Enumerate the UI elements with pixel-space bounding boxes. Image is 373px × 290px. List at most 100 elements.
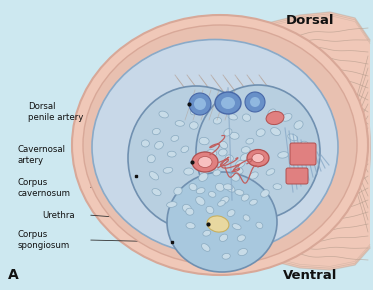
Ellipse shape — [294, 121, 303, 129]
Ellipse shape — [282, 113, 292, 121]
Ellipse shape — [243, 215, 250, 221]
Ellipse shape — [223, 184, 233, 190]
Ellipse shape — [163, 167, 173, 173]
Ellipse shape — [300, 141, 308, 148]
Ellipse shape — [271, 128, 280, 135]
Ellipse shape — [219, 149, 227, 156]
Ellipse shape — [228, 114, 237, 120]
Ellipse shape — [261, 190, 269, 197]
Text: Dorsal: Dorsal — [286, 14, 334, 27]
Ellipse shape — [256, 129, 265, 136]
Ellipse shape — [83, 25, 357, 265]
Ellipse shape — [266, 111, 284, 125]
Ellipse shape — [186, 223, 195, 229]
Ellipse shape — [241, 154, 248, 161]
Ellipse shape — [191, 106, 200, 115]
Ellipse shape — [196, 197, 205, 205]
Ellipse shape — [310, 38, 370, 258]
FancyBboxPatch shape — [286, 168, 308, 184]
Ellipse shape — [266, 169, 275, 175]
Ellipse shape — [252, 153, 264, 162]
Ellipse shape — [241, 147, 250, 153]
Ellipse shape — [207, 150, 217, 156]
Ellipse shape — [250, 172, 258, 179]
Ellipse shape — [242, 114, 251, 121]
Ellipse shape — [224, 128, 232, 136]
Text: A: A — [8, 268, 19, 282]
Ellipse shape — [128, 86, 264, 230]
Circle shape — [245, 92, 265, 112]
Ellipse shape — [219, 234, 228, 242]
Ellipse shape — [159, 111, 168, 118]
Circle shape — [189, 93, 211, 115]
Text: Dorsal
penile artery: Dorsal penile artery — [28, 102, 84, 122]
Ellipse shape — [152, 188, 161, 196]
Ellipse shape — [221, 97, 235, 109]
Ellipse shape — [216, 183, 224, 191]
Ellipse shape — [278, 152, 288, 158]
Ellipse shape — [203, 151, 210, 158]
Ellipse shape — [175, 121, 184, 126]
Ellipse shape — [167, 202, 177, 207]
Ellipse shape — [189, 184, 197, 191]
Ellipse shape — [232, 224, 241, 230]
Ellipse shape — [222, 253, 230, 259]
Ellipse shape — [192, 152, 218, 172]
Text: Ventral: Ventral — [283, 269, 337, 282]
Ellipse shape — [297, 155, 305, 163]
Ellipse shape — [258, 150, 267, 158]
Ellipse shape — [268, 109, 276, 116]
Ellipse shape — [155, 141, 163, 149]
Ellipse shape — [235, 190, 244, 195]
Text: Corpus
spongiosum: Corpus spongiosum — [18, 230, 70, 250]
Ellipse shape — [235, 160, 245, 168]
Ellipse shape — [230, 132, 239, 139]
Ellipse shape — [206, 206, 214, 214]
Ellipse shape — [250, 199, 257, 205]
Ellipse shape — [225, 155, 233, 162]
Ellipse shape — [174, 187, 182, 195]
Ellipse shape — [247, 150, 269, 166]
Ellipse shape — [72, 15, 368, 275]
Ellipse shape — [256, 222, 263, 229]
Ellipse shape — [196, 85, 320, 219]
Ellipse shape — [181, 146, 189, 153]
Ellipse shape — [201, 244, 210, 251]
Ellipse shape — [167, 172, 277, 272]
Ellipse shape — [220, 141, 228, 149]
Ellipse shape — [231, 173, 239, 181]
Ellipse shape — [149, 172, 159, 180]
Text: Corpus
cavernosum: Corpus cavernosum — [18, 178, 71, 198]
Ellipse shape — [152, 128, 160, 135]
Ellipse shape — [238, 249, 247, 255]
Circle shape — [194, 98, 206, 110]
Ellipse shape — [215, 92, 241, 114]
Ellipse shape — [241, 194, 249, 201]
Ellipse shape — [92, 39, 338, 255]
Ellipse shape — [209, 163, 218, 170]
Circle shape — [250, 97, 260, 107]
FancyBboxPatch shape — [290, 143, 316, 165]
Ellipse shape — [141, 140, 150, 147]
Ellipse shape — [213, 117, 222, 124]
Polygon shape — [220, 12, 370, 270]
Ellipse shape — [215, 217, 222, 223]
Ellipse shape — [290, 173, 299, 180]
Ellipse shape — [246, 138, 254, 144]
Ellipse shape — [199, 173, 208, 181]
Ellipse shape — [147, 155, 155, 163]
Ellipse shape — [199, 137, 209, 145]
Ellipse shape — [213, 170, 220, 176]
Ellipse shape — [235, 167, 243, 174]
Ellipse shape — [189, 122, 198, 129]
Ellipse shape — [217, 200, 225, 206]
Ellipse shape — [209, 191, 216, 197]
Ellipse shape — [184, 168, 194, 175]
Ellipse shape — [237, 235, 245, 241]
Ellipse shape — [220, 197, 229, 204]
Ellipse shape — [182, 204, 191, 212]
Ellipse shape — [186, 208, 194, 215]
Ellipse shape — [198, 157, 212, 168]
Ellipse shape — [203, 230, 211, 236]
Ellipse shape — [226, 185, 235, 192]
